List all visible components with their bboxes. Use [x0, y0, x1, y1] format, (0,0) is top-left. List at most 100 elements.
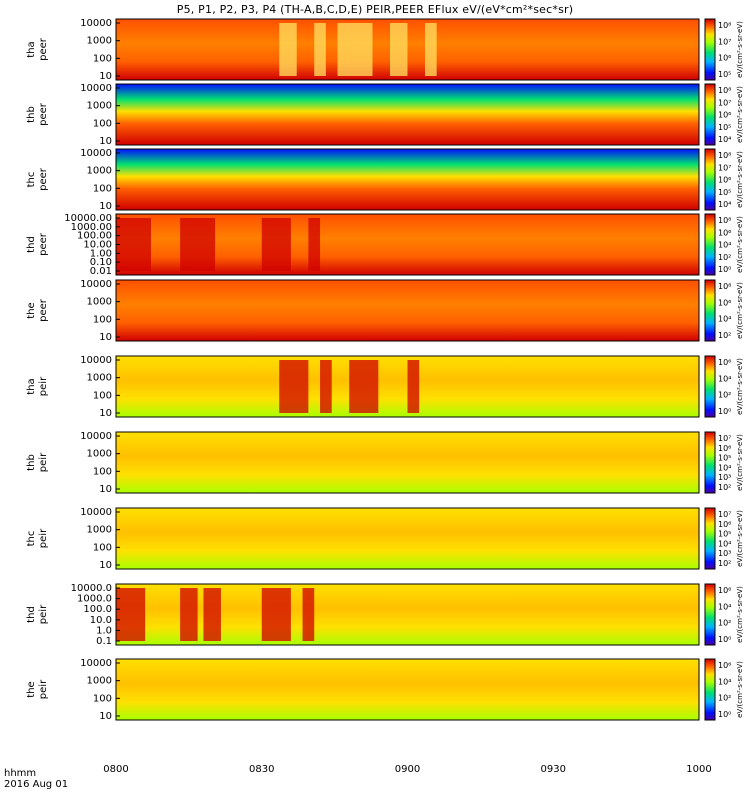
panel-label: peer [38, 298, 49, 322]
colorbar [704, 583, 716, 646]
spectrogram-9 [116, 659, 699, 720]
colorbar-unit-label: eV/(cm²-s-sr-eV) [736, 661, 744, 718]
colorbar-tick-label: 10⁴ [718, 539, 731, 548]
colorbar-tick-label: 10² [718, 331, 731, 340]
y-tick-label: 10 [99, 201, 112, 212]
x-tick-label: 0900 [395, 764, 420, 775]
panel-frame [115, 583, 700, 646]
panel-label: peir [38, 376, 49, 396]
y-tick-label: 10000.0 [71, 583, 112, 594]
y-tick-label: 1000.0 [77, 594, 112, 605]
colorbar-tick-label: 10³ [718, 549, 731, 558]
panel-label: thc [26, 531, 37, 547]
x-tick-label: 0800 [103, 764, 128, 775]
colorbar-tick-label: 10⁶ [718, 176, 731, 185]
colorbar-tick-label: 10⁷ [718, 163, 731, 172]
y-tick-label: 100 [93, 53, 112, 64]
colorbar-tick-label: 10⁰ [718, 407, 731, 416]
y-tick-label: 10 [99, 71, 112, 82]
feature-burst [116, 218, 151, 271]
colorbar [704, 279, 716, 342]
y-tick-label: 1000 [87, 525, 112, 536]
colorbar-unit-label: eV/(cm²-s-sr-eV) [736, 216, 744, 273]
panel-frame [115, 279, 700, 342]
colorbar [704, 431, 716, 494]
colorbar [704, 18, 716, 81]
panel-frame [115, 148, 700, 211]
panel-label: peir [38, 528, 49, 548]
colorbar-tick-label: 10⁵ [718, 454, 731, 463]
y-tick-label: 0.10 [90, 257, 112, 268]
colorbar [704, 213, 716, 276]
colorbar-tick-label: 10⁶ [718, 228, 731, 237]
feature-burst [279, 23, 297, 76]
colorbar-tick-label: 10⁵ [718, 123, 731, 132]
colorbar-tick-label: 10³ [718, 473, 731, 482]
colorbar-tick-label: 10⁶ [718, 54, 731, 63]
y-tick-label: 10 [99, 136, 112, 147]
panel-label: peir [38, 604, 49, 624]
colorbar-tick-label: 10⁶ [718, 444, 731, 453]
y-tick-label: 100.00 [77, 231, 112, 242]
y-tick-label: 10 [99, 560, 112, 571]
panel-label: thb [26, 106, 37, 123]
feature-burst [407, 360, 420, 413]
panel-frame [115, 431, 700, 494]
colorbar-tick-label: 10⁷ [718, 37, 731, 46]
colorbar-unit-label: eV/(cm²-s-sr-eV) [736, 434, 744, 491]
colorbar-tick-label: 10⁴ [718, 241, 731, 250]
panel-tha-peir: 10 100 1000 10000 tha peir 10⁰ 10² 10⁴ 10⁶ eV/(cm²… [26, 355, 744, 419]
panel-frame [115, 18, 700, 81]
feature-burst [180, 588, 198, 641]
feature-burst [320, 360, 332, 413]
panel-label: tha [26, 41, 37, 57]
y-tick-label: 10000 [80, 658, 112, 669]
colorbar-tick-label: 10⁸ [718, 21, 731, 30]
spectrogram-1 [116, 84, 699, 145]
panel-label: peir [38, 452, 49, 472]
panel-label: peer [38, 102, 49, 126]
panel-frame [115, 658, 700, 721]
colorbar-tick-label: 10⁰ [718, 265, 731, 274]
y-tick-label: 10000 [80, 83, 112, 94]
colorbar-tick-label: 10⁴ [718, 200, 731, 209]
colorbar [704, 507, 716, 570]
y-tick-label: 10000 [80, 431, 112, 442]
colorbar-tick-label: 10⁸ [718, 151, 731, 160]
y-tick-label: 100 [93, 314, 112, 325]
colorbar-tick-label: 10² [718, 694, 731, 703]
y-tick-label: 100 [93, 118, 112, 129]
colorbar-tick-label: 10² [718, 391, 731, 400]
panel-frame [115, 355, 700, 418]
panel-label: thd [26, 606, 37, 623]
y-tick-label: 100 [93, 183, 112, 194]
x-tick-label: 1000 [686, 764, 711, 775]
plot-title: P5, P1, P2, P3, P4 (TH-A,B,C,D,E) PEIR,P… [176, 3, 574, 16]
feature-burst [261, 218, 291, 271]
y-tick-label: 10.00 [83, 240, 112, 251]
colorbar-tick-label: 10⁶ [718, 520, 731, 529]
y-tick-label: 10 [99, 484, 112, 495]
colorbar-tick-label: 10⁸ [718, 282, 731, 291]
y-tick-label: 0.1 [96, 636, 112, 647]
panel-label: thd [26, 236, 37, 253]
panel-label: peer [38, 167, 49, 191]
colorbar-tick-label: 10⁶ [718, 661, 731, 670]
colorbar [704, 148, 716, 211]
colorbar-tick-label: 10² [718, 483, 731, 492]
y-tick-label: 10000 [80, 148, 112, 159]
feature-burst [279, 360, 309, 413]
y-tick-label: 1000.00 [71, 222, 112, 233]
feature-burst [180, 218, 216, 271]
spectrogram-6 [116, 432, 699, 493]
panel-label: thc [26, 172, 37, 188]
colorbar-tick-label: 10² [718, 253, 731, 262]
feature-burst [349, 360, 379, 413]
colorbar-tick-label: 10⁵ [718, 530, 731, 539]
colorbar-tick-label: 10⁵ [718, 70, 731, 79]
colorbar-tick-label: 10⁰ [718, 710, 731, 719]
colorbar-tick-label: 10⁰ [718, 635, 731, 644]
